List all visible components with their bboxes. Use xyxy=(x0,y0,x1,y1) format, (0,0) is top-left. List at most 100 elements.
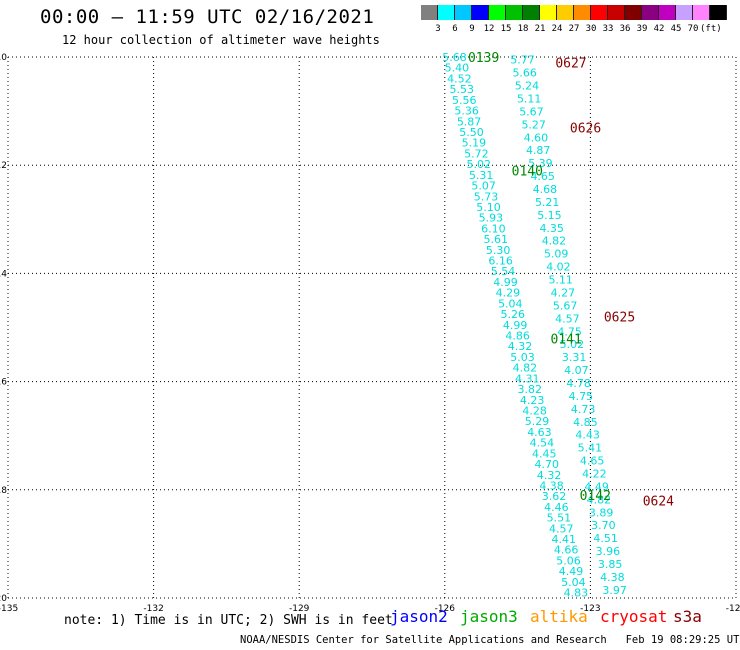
swh-value: 5.02 xyxy=(467,158,492,171)
swh-value: 4.82 xyxy=(587,493,612,506)
swh-value: 4.32 xyxy=(537,469,562,482)
swh-value: 5.68 xyxy=(442,51,467,64)
colorbar-label: 45 xyxy=(670,24,682,34)
swh-value: 5.21 xyxy=(535,196,560,209)
swh-value: 4.41 xyxy=(551,533,576,546)
pass-time-label: 0142 xyxy=(580,489,611,504)
colorbar-swatch xyxy=(693,5,710,20)
swh-value: 4.35 xyxy=(539,222,564,235)
lat-tick-label: -20 xyxy=(0,594,7,604)
swh-value: 5.87 xyxy=(457,115,482,128)
colorbar-label: 39 xyxy=(636,24,648,34)
swh-value: 4.31 xyxy=(515,372,540,385)
colorbar-label: (ft) xyxy=(700,24,722,34)
swh-value: 4.46 xyxy=(544,501,569,514)
swh-value: 5.06 xyxy=(556,554,581,567)
colorbar-label: 21 xyxy=(534,24,546,34)
swh-value: 5.77 xyxy=(510,54,535,67)
swh-value: 4.78 xyxy=(566,377,591,390)
credit-line: NOAA/NESDIS Center for Satellite Applica… xyxy=(240,634,740,646)
swh-value: 5.61 xyxy=(484,233,509,246)
swh-value: 5.07 xyxy=(471,180,496,193)
lon-tick-label: -132 xyxy=(143,604,163,614)
swh-value: 4.85 xyxy=(573,416,598,429)
swh-value: 5.50 xyxy=(459,126,484,139)
swh-value: 5.04 xyxy=(498,297,523,310)
swh-value: 4.27 xyxy=(551,286,576,299)
page-title: 00:00 – 11:59 UTC 02/16/2021 xyxy=(40,6,375,28)
lon-tick-label: -123 xyxy=(580,604,600,614)
colorbar-swatch xyxy=(608,5,625,20)
swh-value: 4.43 xyxy=(575,429,600,442)
colorbar-label: 36 xyxy=(619,24,631,34)
swh-value: 6.10 xyxy=(481,222,506,235)
swh-value: 4.60 xyxy=(524,131,549,144)
swh-value: 5.54 xyxy=(491,265,516,278)
swh-value: 4.54 xyxy=(530,437,555,450)
swh-value: 4.86 xyxy=(505,330,530,343)
swh-value: 3.62 xyxy=(542,490,567,503)
swh-value: 4.82 xyxy=(513,362,538,375)
pass-time-label: 0625 xyxy=(604,311,635,326)
swh-value: 3.85 xyxy=(598,558,623,571)
colorbar-swatch xyxy=(472,5,489,20)
swh-value: 5.30 xyxy=(486,244,511,257)
swh-value: 3.70 xyxy=(591,519,616,532)
swh-value: 3.96 xyxy=(596,545,621,558)
lat-tick-label: -18 xyxy=(0,486,7,496)
swh-value: 4.68 xyxy=(533,183,558,196)
colorbar-label: 18 xyxy=(517,24,529,34)
swh-value: 5.67 xyxy=(553,299,578,312)
colorbar-label: 15 xyxy=(500,24,512,34)
swh-value: 4.52 xyxy=(447,72,472,85)
lat-tick-label: -12 xyxy=(0,161,7,171)
pass-time-label: 0139 xyxy=(468,51,499,66)
colorbar-label: 6 xyxy=(452,24,458,34)
swh-value: 4.82 xyxy=(542,235,567,248)
swh-value: 3.97 xyxy=(602,584,627,597)
swh-value: 5.56 xyxy=(452,94,477,107)
swh-value: 5.53 xyxy=(450,83,475,96)
swh-value: 3.31 xyxy=(562,351,587,364)
swh-value: 4.51 xyxy=(593,532,618,545)
colorbar-label: 33 xyxy=(602,24,614,34)
swh-value: 4.99 xyxy=(503,319,528,332)
lat-tick-label: -14 xyxy=(0,269,7,279)
swh-value: 5.03 xyxy=(510,351,535,364)
swh-value: 4.22 xyxy=(582,468,607,481)
colorbar-label: 27 xyxy=(568,24,580,34)
colorbar-label: 3 xyxy=(435,24,441,34)
swh-value: 4.32 xyxy=(508,340,533,353)
swh-value: 5.11 xyxy=(517,92,542,105)
swh-value: 4.83 xyxy=(564,587,589,600)
swh-value: 4.75 xyxy=(557,325,582,338)
legend-s3a: s3a xyxy=(673,607,702,626)
colorbar-swatch xyxy=(540,5,557,20)
swh-value: 4.75 xyxy=(569,390,594,403)
swh-value: 4.38 xyxy=(539,479,564,492)
swh-value: 5.15 xyxy=(537,209,562,222)
swh-value: 4.57 xyxy=(549,522,574,535)
swh-value: 4.02 xyxy=(546,261,571,274)
colorbar-swatch xyxy=(421,5,438,20)
swh-value: 4.65 xyxy=(530,170,555,183)
swh-value: 5.24 xyxy=(515,80,540,93)
colorbar-swatch xyxy=(625,5,642,20)
colorbar-swatch xyxy=(642,5,659,20)
swh-value: 5.19 xyxy=(462,137,487,150)
swh-value: 3.82 xyxy=(517,383,542,396)
colorbar-label: 12 xyxy=(483,24,495,34)
swh-value: 5.02 xyxy=(560,338,585,351)
footer-note: note: 1) Time is in UTC; 2) SWH is in fe… xyxy=(64,613,393,628)
pass-time-label: 0627 xyxy=(555,56,586,71)
lat-tick-label: -10 xyxy=(0,53,7,63)
lon-tick-label: -120 xyxy=(726,604,740,614)
colorbar-swatch xyxy=(676,5,693,20)
legend-jason2: jason2 xyxy=(390,607,448,626)
pass-time-label: 0624 xyxy=(643,495,674,510)
colorbar-label: 30 xyxy=(585,24,597,34)
swh-value: 4.49 xyxy=(559,565,584,578)
swh-value: 4.23 xyxy=(520,394,545,407)
swh-value: 4.65 xyxy=(580,455,605,468)
